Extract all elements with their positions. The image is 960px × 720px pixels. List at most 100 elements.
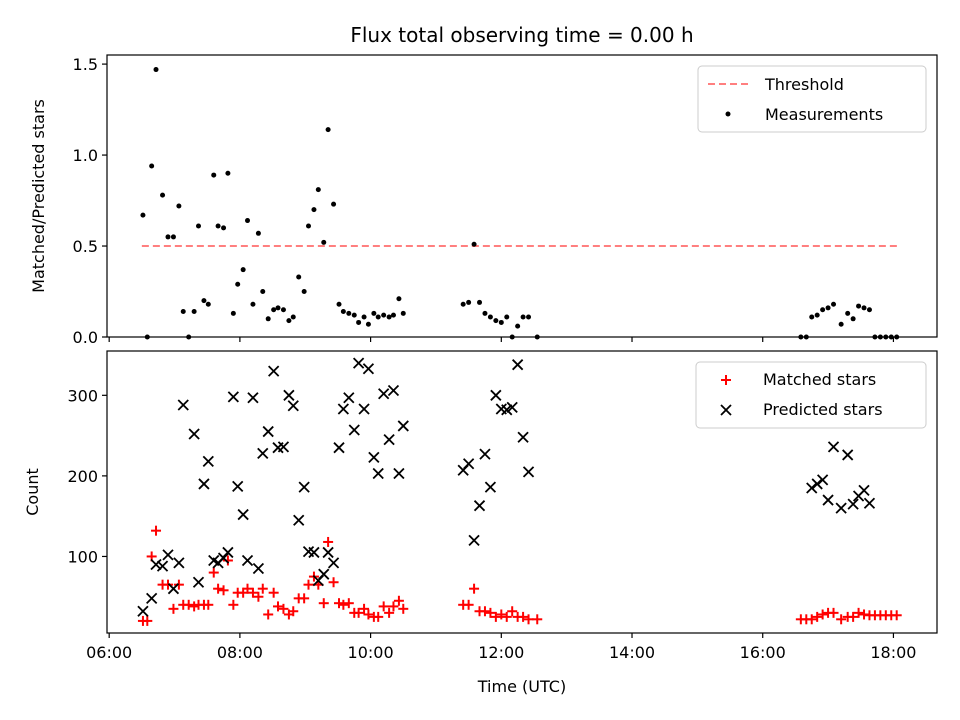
measurement-point bbox=[211, 172, 217, 178]
measurement-point bbox=[809, 314, 815, 320]
measurement-point bbox=[375, 314, 381, 320]
matched-star-point bbox=[273, 601, 284, 612]
measurement-point bbox=[346, 310, 352, 316]
predicted-star-point bbox=[156, 560, 169, 572]
measurement-point bbox=[814, 312, 820, 318]
ratio-plot-frame bbox=[106, 54, 938, 338]
y-tick-label: 300 bbox=[67, 386, 98, 405]
measurement-point bbox=[390, 312, 396, 318]
x-tick-label: 18:00 bbox=[870, 643, 916, 662]
measurement-point bbox=[845, 310, 851, 316]
measurement-point bbox=[331, 201, 337, 207]
matched-star-point bbox=[242, 583, 253, 594]
measurement-point bbox=[850, 316, 856, 322]
measurement-point bbox=[321, 239, 327, 245]
x-tick-label: 06:00 bbox=[86, 643, 132, 662]
measurement-point bbox=[515, 323, 521, 329]
matched-star-point bbox=[203, 599, 214, 610]
predicted-star-point bbox=[268, 365, 280, 377]
predicted-star-point bbox=[835, 502, 847, 514]
matched-star-point bbox=[463, 599, 474, 610]
predicted-star-point bbox=[333, 442, 345, 454]
measurement-point bbox=[275, 305, 281, 311]
measurement-point bbox=[520, 314, 526, 320]
measurement-point bbox=[230, 310, 236, 316]
measurement-point bbox=[336, 301, 342, 307]
matched-star-point bbox=[485, 607, 496, 618]
measurement-point bbox=[260, 289, 266, 295]
predicted-star-point bbox=[318, 568, 330, 580]
matched-star-point bbox=[288, 606, 299, 617]
predicted-star-point bbox=[167, 583, 180, 595]
x-tick-label: 10:00 bbox=[348, 643, 394, 662]
matched-star-point bbox=[328, 577, 339, 588]
matched-star-point bbox=[848, 611, 859, 622]
ratio-legend: Threshold Measurements bbox=[697, 65, 927, 133]
predicted-star-point bbox=[468, 534, 480, 546]
measurement-point bbox=[250, 301, 256, 307]
measurement-point bbox=[386, 314, 392, 320]
predicted-star-point bbox=[237, 508, 249, 521]
predicted-star-point bbox=[462, 458, 475, 470]
ratio-legend-box bbox=[697, 65, 927, 133]
measurement-point bbox=[153, 67, 159, 73]
measurement-point bbox=[301, 289, 307, 295]
matched-star-point bbox=[836, 614, 847, 625]
measurement-point bbox=[825, 305, 831, 311]
measurement-point bbox=[493, 318, 499, 324]
measurement-point bbox=[340, 309, 346, 315]
predicted-star-point bbox=[368, 451, 380, 463]
matched-star-point bbox=[393, 595, 404, 606]
measurement-point bbox=[180, 309, 186, 315]
predicted-star-point bbox=[227, 391, 239, 403]
predicted-star-point bbox=[473, 500, 486, 512]
measurements-legend-label: Measurements bbox=[765, 105, 883, 124]
predicted-star-point bbox=[150, 558, 162, 571]
x-tick-label: 14:00 bbox=[609, 643, 655, 662]
matched-star-point bbox=[268, 587, 279, 598]
matched-star-point bbox=[479, 606, 490, 617]
matched-star-point bbox=[168, 603, 179, 614]
measurement-point bbox=[361, 314, 367, 320]
measurement-point bbox=[487, 314, 493, 320]
measurement-point bbox=[235, 281, 241, 287]
measurement-point bbox=[356, 319, 362, 325]
measurement-point bbox=[471, 241, 477, 247]
measurement-point bbox=[255, 230, 261, 236]
y-tick-label: 0.0 bbox=[73, 328, 98, 347]
predicted-star-point bbox=[522, 466, 535, 478]
predicted-star-point bbox=[822, 494, 834, 506]
measurement-point bbox=[195, 223, 201, 229]
measurement-point bbox=[221, 225, 227, 231]
matched-star-point bbox=[263, 609, 274, 620]
matched-star-point bbox=[496, 609, 507, 620]
matched-star-point bbox=[518, 611, 529, 622]
matched-star-point bbox=[303, 579, 314, 590]
measurement-point bbox=[400, 310, 406, 316]
predicted-star-point bbox=[847, 498, 859, 510]
measurement-point bbox=[365, 321, 371, 327]
matched-star-point bbox=[162, 579, 173, 590]
measurement-point bbox=[240, 267, 246, 273]
matched-star-point bbox=[343, 598, 354, 609]
measurement-point bbox=[306, 223, 312, 229]
measurement-point bbox=[504, 314, 510, 320]
predicted-legend-label: Predicted stars bbox=[763, 400, 883, 419]
predicted-star-point bbox=[257, 447, 269, 459]
measurement-point bbox=[396, 296, 402, 302]
predicted-star-point bbox=[806, 482, 818, 494]
matched-star-point bbox=[334, 598, 345, 609]
predicted-star-point bbox=[842, 449, 854, 461]
measurement-point bbox=[160, 192, 166, 198]
predicted-star-point bbox=[378, 388, 390, 400]
predicted-star-point bbox=[397, 420, 409, 432]
predicted-star-point bbox=[348, 424, 360, 436]
matched-star-point bbox=[373, 611, 384, 622]
measurement-point bbox=[311, 207, 317, 213]
ratio-y-axis-label: Matched/Predicted stars bbox=[29, 99, 48, 293]
predicted-star-point bbox=[383, 433, 395, 446]
count-legend: Matched stars Predicted stars bbox=[695, 361, 927, 429]
predicted-star-point bbox=[362, 363, 375, 375]
y-tick-label: 1.5 bbox=[73, 55, 98, 74]
